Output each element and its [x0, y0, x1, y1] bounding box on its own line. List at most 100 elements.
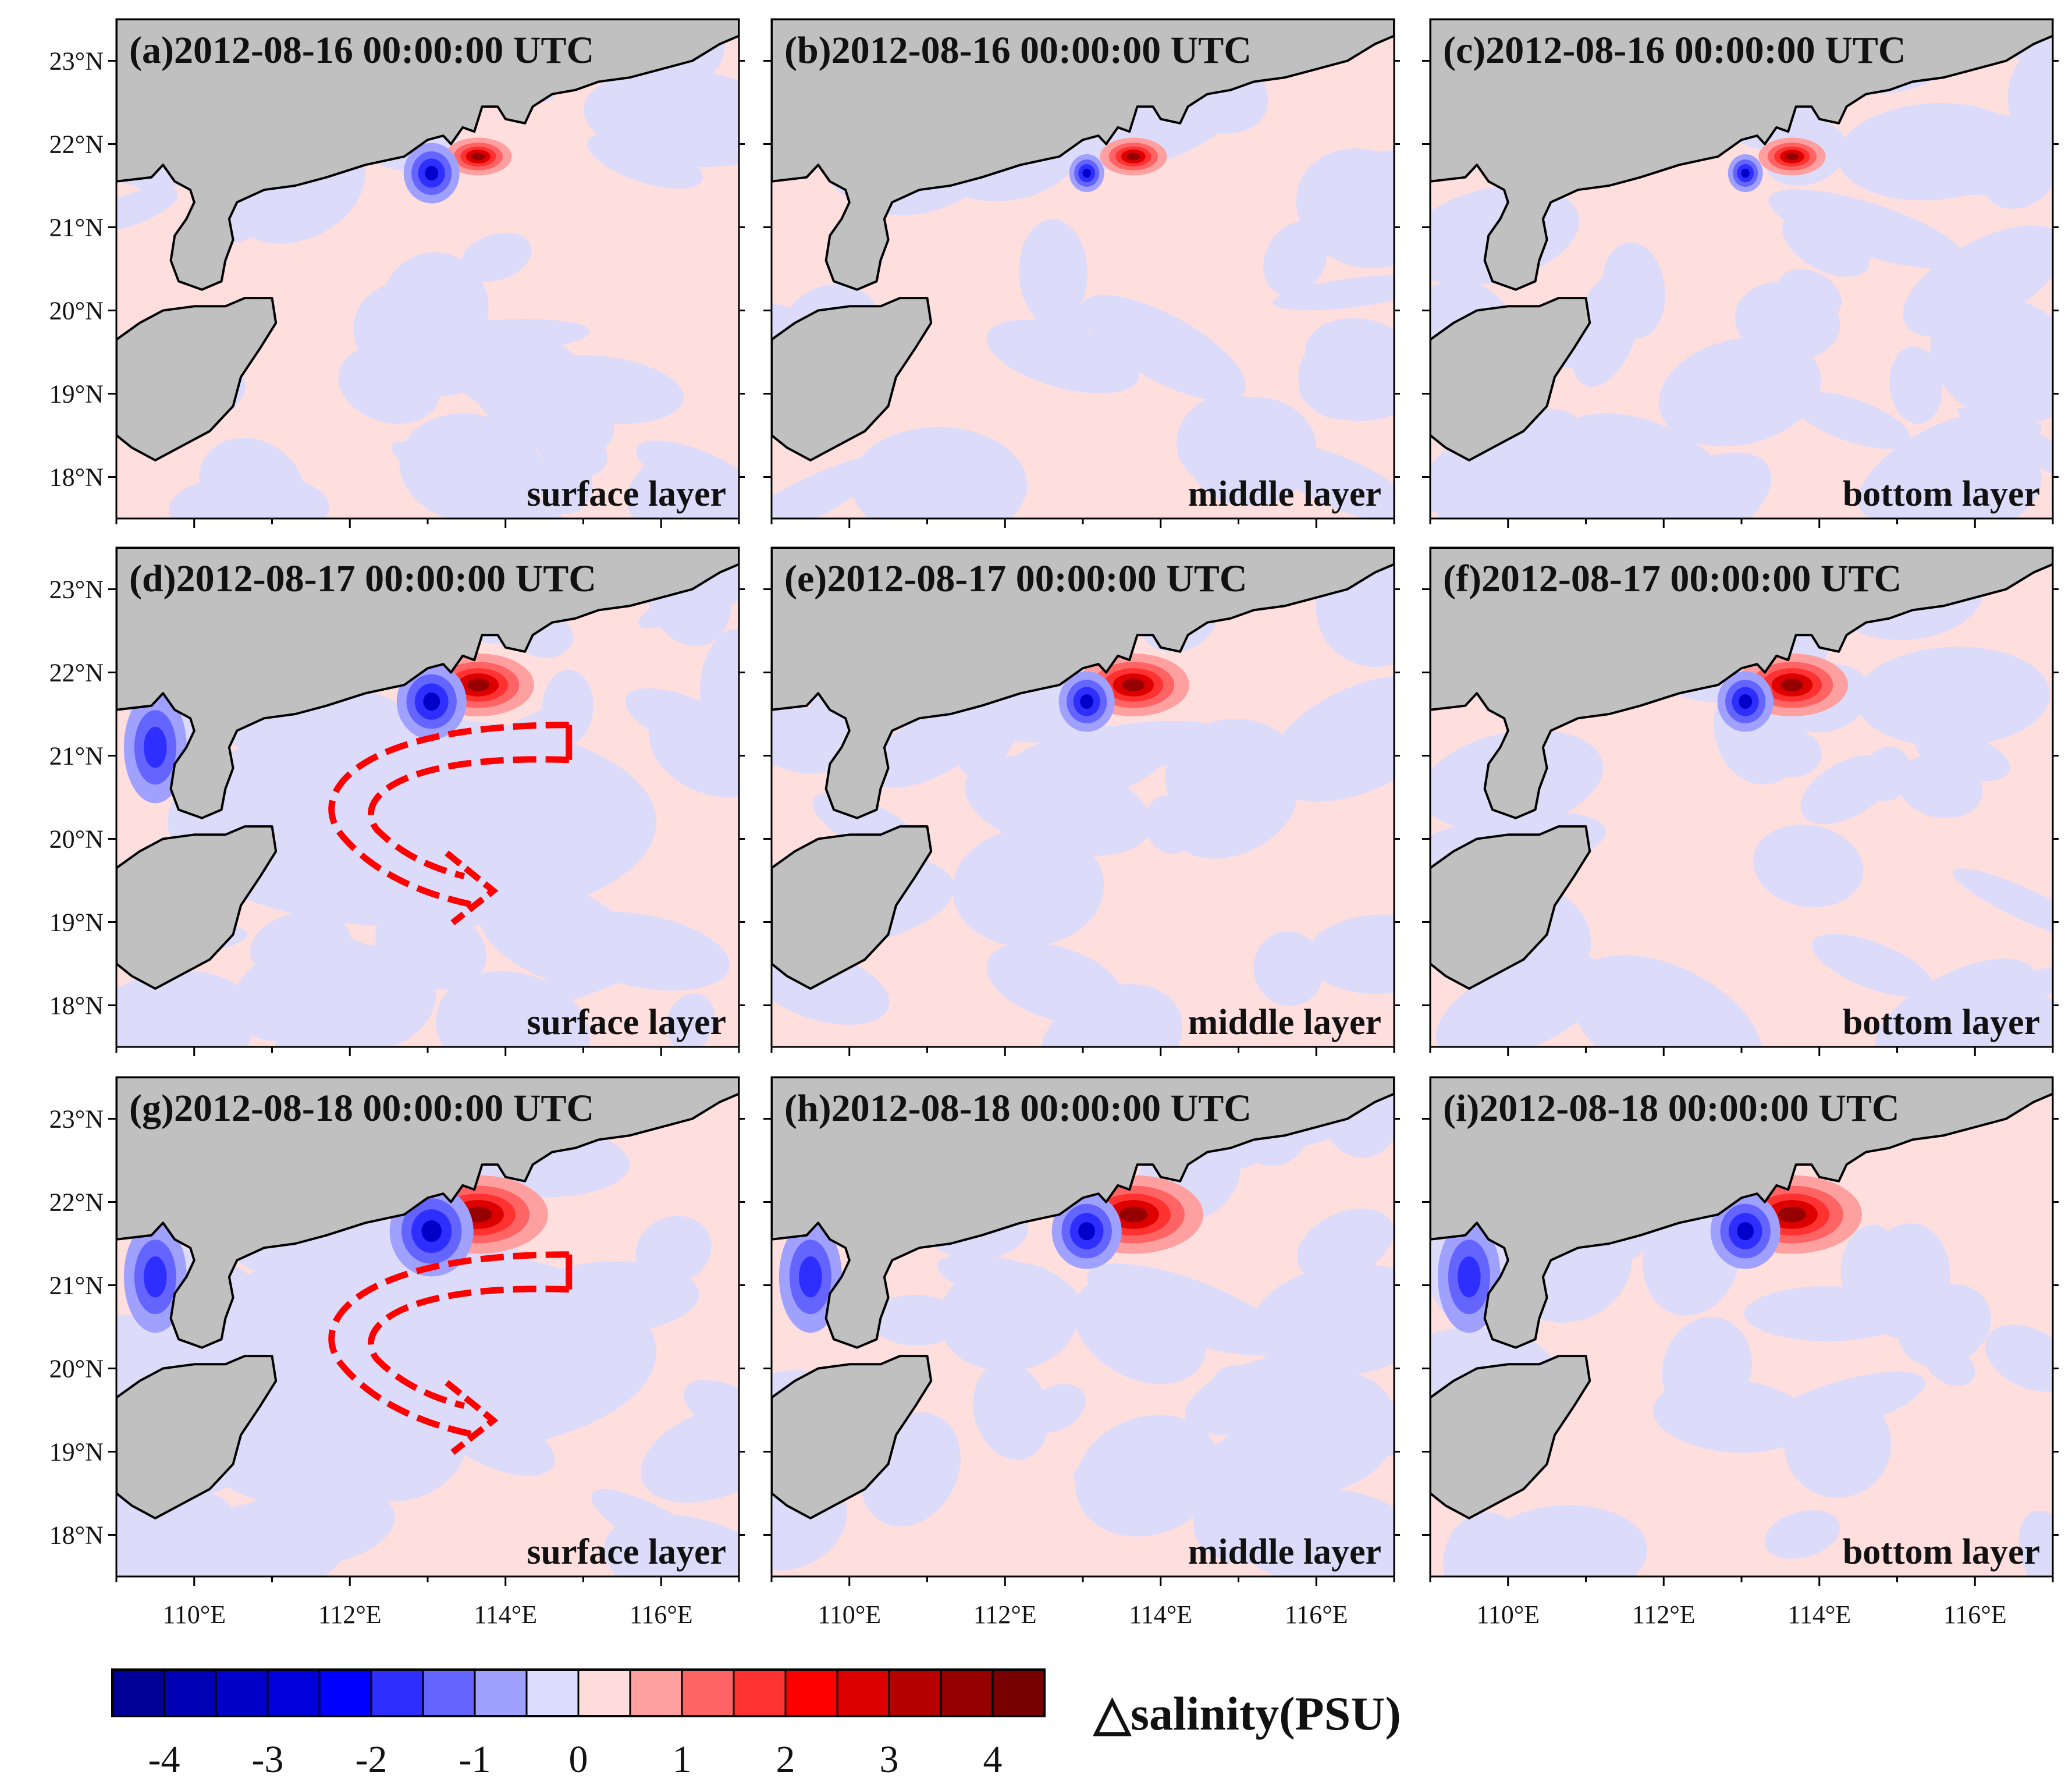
map-area: [772, 19, 1394, 519]
colorbar-bin: [163, 1668, 217, 1717]
lat-tick-label: 23°N: [49, 1105, 104, 1134]
colorbar-bin: [525, 1668, 580, 1717]
colorbar-bin: [784, 1668, 838, 1717]
hainan-island: [772, 297, 933, 461]
colorbar-bin: [629, 1668, 683, 1717]
layer-label: middle layer: [1188, 1532, 1381, 1572]
salinity-negative-anomaly: [1739, 694, 1753, 709]
layer-label: surface layer: [527, 1532, 726, 1572]
salinity-negative-patch: [338, 345, 440, 424]
map-area: [1430, 19, 2053, 519]
panel-title: (h)2012-08-18 00:00:00 UTC: [784, 1087, 1252, 1130]
salinity-negative-patch: [952, 828, 1104, 947]
salinity-negative-patch: [1766, 730, 1822, 777]
salinity-negative-patch: [699, 629, 739, 731]
colorbar-tick-label: -4: [148, 1738, 180, 1779]
salinity-negative-patch: [1574, 481, 1643, 519]
mainland-china: [772, 548, 1394, 819]
lon-tick-label: 110°E: [162, 1600, 226, 1629]
salinity-negative-patch: [1800, 755, 1893, 825]
salinity-negative-patch: [1253, 931, 1324, 1006]
lon-tick-label: 112°E: [1632, 1600, 1696, 1629]
salinity-negative-patch: [851, 427, 1028, 519]
salinity-negative-patch: [2007, 40, 2053, 145]
salinity-negative-patch: [460, 232, 532, 282]
salinity-negative-patch: [1768, 189, 1964, 269]
hainan-island: [116, 825, 278, 990]
lon-tick-label: 112°E: [973, 1600, 1037, 1629]
colorbar-tick-label: 2: [776, 1738, 795, 1779]
colorbar-bin: [422, 1668, 476, 1717]
panel-f: (f)2012-08-17 00:00:00 UTC bottom layer: [1422, 546, 2059, 1056]
layer-label: middle layer: [1188, 474, 1381, 514]
salinity-negative-patch: [1698, 344, 1779, 428]
mainland-china: [772, 19, 1394, 291]
hainan-island: [1430, 297, 1591, 461]
salinity-negative-patch: [116, 970, 256, 1047]
salinity-negative-patch: [1838, 103, 2027, 201]
salinity-negative-patch: [168, 474, 329, 519]
colorbar-tick-label: 4: [983, 1738, 1003, 1779]
salinity-negative-patch: [1867, 441, 2042, 519]
salinity-negative-anomaly: [1078, 1221, 1096, 1241]
lat-tick-label: 18°N: [49, 1521, 104, 1550]
lon-tick-label: 116°E: [1285, 1600, 1348, 1629]
lat-tick-label: 23°N: [49, 47, 104, 76]
lon-tick-label: 114°E: [474, 1600, 537, 1629]
salinity-negative-patch: [250, 912, 351, 979]
mainland-china: [1430, 19, 2053, 291]
colorbar-tick-label: -3: [252, 1738, 284, 1779]
colorbar-bin: [733, 1668, 787, 1717]
salinity-negative-patch: [1569, 955, 1764, 1047]
colorbar-bin: [215, 1668, 269, 1717]
salinity-negative-patch: [1761, 1372, 1925, 1438]
colorbar-bin: [888, 1668, 942, 1717]
salinity-positive-anomaly: [467, 679, 490, 691]
salinity-negative-patch: [1898, 1284, 1991, 1368]
lat-tick-label: 19°N: [49, 1438, 104, 1466]
salinity-negative-patch: [1903, 225, 2053, 337]
salinity-negative-patch: [1435, 953, 1607, 1047]
salinity-negative-patch: [772, 681, 840, 774]
salinity-positive-anomaly: [1780, 679, 1804, 691]
salinity-negative-patch: [1306, 914, 1394, 995]
salinity-negative-patch: [1782, 212, 1870, 277]
hainan-island: [116, 1355, 278, 1519]
mainland-china: [1430, 548, 2053, 819]
salinity-negative-patch: [1840, 1224, 1900, 1311]
mainland-china: [1430, 1077, 2053, 1349]
lat-tick-label: 19°N: [49, 380, 104, 409]
salinity-negative-patch: [1080, 294, 1246, 401]
salinity-negative-patch: [1753, 824, 1864, 908]
panel-b: (b)2012-08-16 00:00:00 UTC middle layer: [763, 18, 1400, 528]
lat-tick-label: 22°N: [49, 1188, 104, 1217]
circulation-arrow: [328, 722, 573, 926]
salinity-negative-patch: [1615, 452, 1772, 519]
colorbar-frame: [111, 1668, 1046, 1717]
salinity-negative-patch: [1985, 1325, 2053, 1392]
salinity-negative-patch: [116, 187, 179, 232]
salinity-negative-patch: [116, 1499, 266, 1576]
salinity-negative-anomaly: [1458, 1256, 1481, 1298]
panel-c: (c)2012-08-16 00:00:00 UTC bottom layer: [1422, 18, 2059, 528]
map-area: [772, 548, 1394, 1047]
salinity-negative-region: [168, 717, 657, 927]
colorbar-bin: [681, 1668, 735, 1717]
arrow-body: [328, 722, 569, 909]
colorbar-bin: [318, 1668, 372, 1717]
arrow-head: [445, 1380, 499, 1455]
salinity-negative-patch: [1211, 1365, 1267, 1408]
hainan-island: [1430, 825, 1591, 990]
salinity-negative-patch: [1476, 1505, 1647, 1576]
colorbar-tick-label: 0: [569, 1738, 588, 1779]
layer-label: surface layer: [527, 474, 726, 514]
salinity-negative-patch: [626, 449, 726, 519]
salinity-negative-anomaly: [1741, 168, 1750, 178]
hainan-island: [772, 825, 933, 990]
lat-tick-label: 21°N: [49, 214, 104, 242]
salinity-negative-patch: [1764, 1510, 1840, 1559]
salinity-negative-patch: [870, 1294, 962, 1346]
hainan-island: [116, 297, 278, 461]
lat-tick-label: 18°N: [49, 992, 104, 1020]
